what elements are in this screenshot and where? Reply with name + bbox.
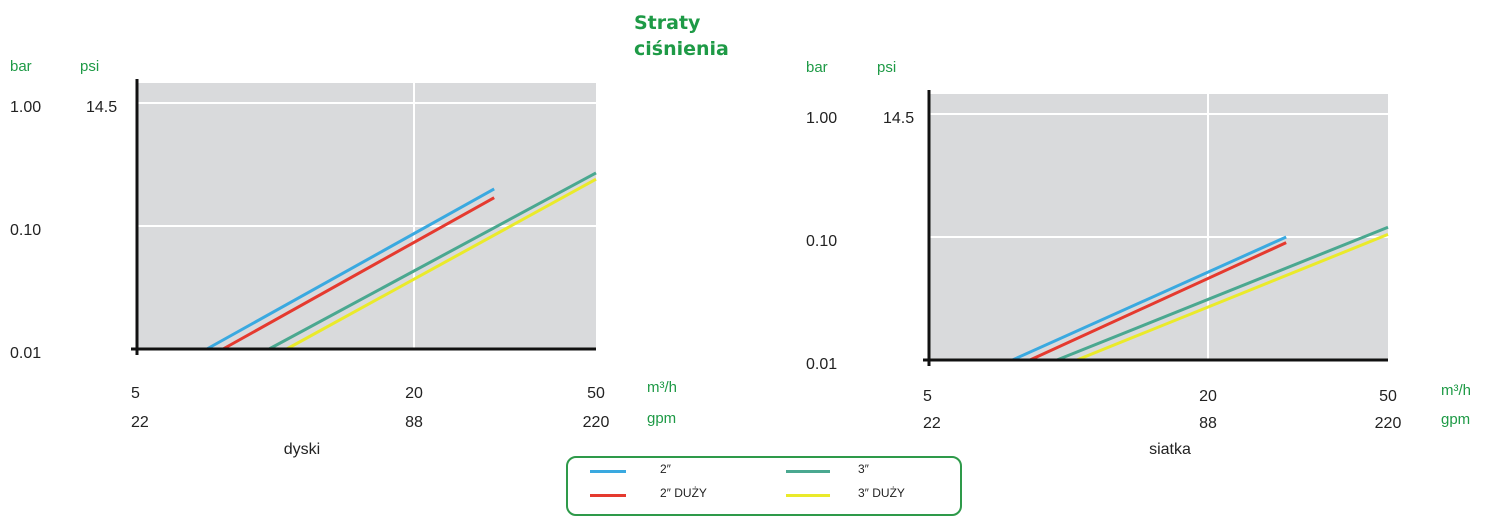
series-line-1-0 <box>1011 235 1287 362</box>
chart-caption-0: dyski <box>284 441 320 458</box>
series-line-1-2 <box>1056 225 1389 362</box>
y-tick-bar-1-0: 1.00 <box>806 110 837 127</box>
y-tick-bar-1-2: 0.01 <box>806 356 837 373</box>
y-unit-bar-0: bar <box>10 58 32 75</box>
legend-label-2: 2″ <box>660 462 671 476</box>
plot-area-1 <box>929 94 1388 360</box>
x-tick-m3h-1-1: 20 <box>1199 388 1217 405</box>
x-tick-gpm-0-1: 88 <box>405 414 423 431</box>
legend-swatch-3 <box>786 470 830 473</box>
y-unit-psi-0: psi <box>80 58 99 75</box>
x-tick-m3h-1-2: 50 <box>1379 388 1397 405</box>
x-tick-m3h-1-0: 5 <box>923 388 932 405</box>
x-tick-gpm-1-1: 88 <box>1199 415 1217 432</box>
chart-caption-1: siatka <box>1149 441 1191 458</box>
y-tick-bar-0-1: 0.10 <box>10 222 41 239</box>
x-tick-m3h-0-0: 5 <box>131 385 140 402</box>
y-unit-psi-1: psi <box>877 59 896 76</box>
y-tick-psi-1: 14.5 <box>883 110 914 127</box>
y-tick-bar-0-2: 0.01 <box>10 345 41 362</box>
y-unit-bar-1: bar <box>806 59 828 76</box>
chart-title: Straty ciśnienia <box>634 12 729 60</box>
series-line-0-2 <box>268 171 597 351</box>
series-line-0-3 <box>286 177 597 351</box>
y-tick-psi-0: 14.5 <box>86 99 117 116</box>
legend-swatch-2 <box>590 470 626 473</box>
series-line-1-1 <box>1029 241 1287 362</box>
legend-label-2-duzy: 2″ DUŻY <box>660 486 707 500</box>
legend: 2″ 2″ DUŻY 3″ 3″ DUŻY <box>566 456 962 516</box>
legend-swatch-3-duzy <box>786 494 830 497</box>
x-tick-gpm-0-2: 220 <box>583 414 610 431</box>
y-tick-bar-0-0: 1.00 <box>10 99 41 116</box>
x-unit-gpm-1: gpm <box>1441 411 1470 428</box>
legend-label-3: 3″ <box>858 462 869 476</box>
series-line-0-0 <box>206 187 495 351</box>
legend-swatch-2-duzy <box>590 494 626 497</box>
x-tick-gpm-0-0: 22 <box>131 414 149 431</box>
x-tick-gpm-1-2: 220 <box>1375 415 1402 432</box>
series-line-1-3 <box>1076 233 1389 362</box>
x-tick-gpm-1-0: 22 <box>923 415 941 432</box>
x-tick-m3h-0-1: 20 <box>405 385 423 402</box>
series-line-0-1 <box>222 196 495 351</box>
x-tick-m3h-0-2: 50 <box>587 385 605 402</box>
x-unit-m3h-1: m³/h <box>1441 382 1471 399</box>
x-unit-gpm-0: gpm <box>647 410 676 427</box>
y-tick-bar-1-1: 0.10 <box>806 233 837 250</box>
legend-label-3-duzy: 3″ DUŻY <box>858 486 905 500</box>
x-unit-m3h-0: m³/h <box>647 379 677 396</box>
